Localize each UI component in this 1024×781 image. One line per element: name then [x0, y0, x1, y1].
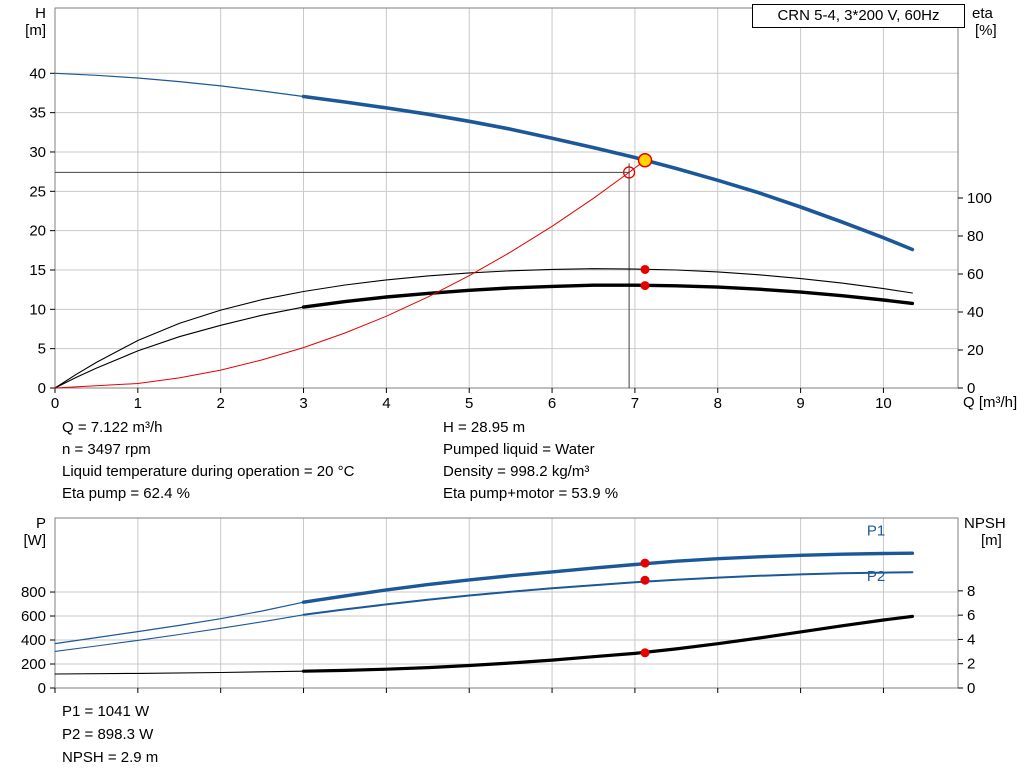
eta-pump-motor-extension — [54, 306, 305, 389]
left-axis-tick-label: 200 — [21, 656, 46, 673]
x-axis-tick-label: 4 — [382, 395, 390, 412]
duty-info-left: Q = 7.122 m³/h n = 3497 rpm Liquid tempe… — [62, 417, 354, 505]
right-axis-tick-label: 0 — [967, 680, 975, 697]
left-axis-tick-label: 800 — [21, 584, 46, 601]
p1-extension — [54, 601, 305, 645]
p1-point-marker — [640, 558, 650, 568]
x-axis-tick-label: 8 — [714, 395, 722, 412]
density-line: Density = 998.2 kg/m³ — [443, 463, 590, 480]
head-curve — [301, 94, 915, 252]
x-axis-tick-label: 7 — [631, 395, 639, 412]
right-axis-tick-label: 8 — [967, 583, 975, 600]
eta-pump-curve — [54, 268, 913, 389]
q-axis-label: Q [m³/h] — [963, 394, 1018, 411]
left-axis-tick-label: 15 — [29, 262, 46, 279]
left-axis-tick-label: 0 — [38, 680, 46, 697]
eta-pump-motor-curve — [301, 283, 915, 309]
right-axis-tick-label: 4 — [967, 631, 975, 648]
left-axis-tick-label: 600 — [21, 608, 46, 625]
right-axis-tick-label: 20 — [967, 342, 984, 359]
h-axis-unit: [m] — [25, 22, 46, 39]
right-axis-tick-label: 0 — [967, 380, 975, 397]
temperature-line: Liquid temperature during operation = 20… — [62, 463, 355, 480]
plot-frame — [54, 7, 959, 389]
eta-pump-line: Eta pump = 62.4 % — [62, 485, 190, 502]
speed-value-line: n = 3497 rpm — [62, 441, 151, 458]
p1-value-line: P1 = 1041 W — [62, 703, 150, 720]
h-axis-label: H — [35, 5, 46, 22]
eta-pump-motor-line: Eta pump+motor = 53.9 % — [443, 485, 619, 502]
x-axis-tick-label: 6 — [548, 395, 556, 412]
right-axis-tick-label: 100 — [967, 190, 992, 207]
left-axis-tick-label: 30 — [29, 144, 46, 161]
rated-point-marker — [622, 166, 636, 179]
q-value-line: Q = 7.122 m³/h — [62, 419, 163, 436]
npsh-axis-label: NPSH — [964, 515, 1006, 532]
npsh-value-line: NPSH = 2.9 m — [62, 749, 159, 766]
series-label-p1: P1 — [867, 523, 885, 540]
left-axis-tick-label: 40 — [29, 65, 46, 82]
head-curve-extension — [54, 72, 305, 98]
x-axis-tick-label: 10 — [875, 395, 892, 412]
p2-extension — [54, 614, 305, 652]
h-value-line: H = 28.95 m — [443, 419, 526, 436]
left-axis-tick-label: 400 — [21, 632, 46, 649]
npsh-axis-unit: [m] — [981, 532, 1002, 549]
x-axis-tick-label: 2 — [217, 395, 225, 412]
power-npsh-info: P1 = 1041 W P2 = 898.3 W NPSH = 2.9 m — [62, 700, 158, 769]
pumped-liquid-line: Pumped liquid = Water — [443, 441, 595, 458]
x-axis-tick-label: 0 — [51, 395, 59, 412]
pump-model-title: CRN 5-4, 3*200 V, 60Hz — [752, 4, 965, 28]
right-axis-tick-label: 60 — [967, 266, 984, 283]
right-axis-tick-label: 80 — [967, 228, 984, 245]
p2-curve — [302, 571, 914, 616]
duty-info-right: H = 28.95 m Pumped liquid = Water Densit… — [443, 417, 618, 505]
duty-point-marker — [637, 152, 653, 168]
right-axis-tick-label: 40 — [967, 304, 984, 321]
npsh-point-marker — [640, 648, 650, 658]
npsh-extension — [54, 670, 305, 675]
p-axis-unit: [W] — [23, 532, 47, 549]
right-axis-tick-label: 6 — [967, 607, 975, 624]
left-axis-tick-label: 10 — [29, 301, 46, 318]
eta-axis-unit: [%] — [975, 22, 997, 39]
x-axis-tick-label: 1 — [134, 395, 142, 412]
eta-pump-point-marker — [640, 264, 650, 274]
x-axis-tick-label: 3 — [299, 395, 307, 412]
p-axis-label: P — [35, 515, 46, 532]
npsh-curve — [301, 614, 915, 673]
right-axis-tick-label: 2 — [967, 656, 975, 673]
x-axis-tick-label: 9 — [796, 395, 804, 412]
eta-axis-label: eta — [972, 5, 993, 22]
left-axis-tick-label: 25 — [29, 183, 46, 200]
system-curve — [54, 159, 646, 389]
p2-value-line: P2 = 898.3 W — [62, 726, 154, 743]
p1-curve — [301, 551, 915, 604]
plot-frame — [54, 517, 959, 689]
series-label-p2: P2 — [867, 568, 885, 585]
left-axis-tick-label: 5 — [38, 341, 46, 358]
left-axis-tick-label: 20 — [29, 223, 46, 240]
eta-pump-motor-point-marker — [640, 281, 650, 291]
x-axis-tick-label: 5 — [465, 395, 473, 412]
p2-point-marker — [640, 575, 650, 585]
left-axis-tick-label: 0 — [38, 380, 46, 397]
left-axis-tick-label: 35 — [29, 105, 46, 122]
